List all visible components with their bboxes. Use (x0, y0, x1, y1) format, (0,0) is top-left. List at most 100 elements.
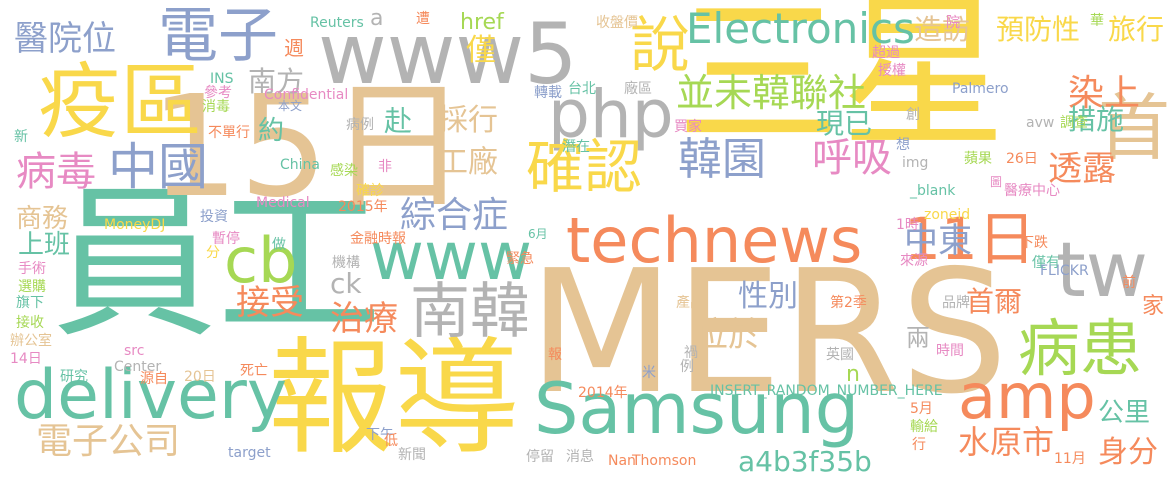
cloud-word: 報導 (268, 325, 520, 472)
cloud-word: 中東 (904, 221, 972, 261)
cloud-word: technews (566, 204, 863, 277)
cloud-word: www5 (318, 5, 578, 103)
cloud-word: INSERT_RANDOM_NUMBER_HERE (710, 383, 943, 399)
cloud-word: 三星 (676, 0, 1006, 170)
cloud-word: Samsung (534, 368, 860, 450)
cloud-word: 例 (680, 359, 694, 375)
cloud-word: 輸給 (910, 419, 938, 435)
cloud-word: 收盤價 (596, 15, 638, 31)
cloud-word: 旗下 (16, 295, 44, 311)
cloud-word: 投資 (200, 209, 228, 225)
cloud-word: 水原市 (958, 423, 1055, 461)
cloud-word: Confidential (264, 87, 349, 103)
cloud-word: 5月 (910, 401, 933, 417)
cloud-word: 綜合症 (400, 195, 509, 236)
cloud-word: 台北 (568, 81, 596, 97)
cloud-word: 死亡 (240, 363, 268, 379)
cloud-word: amp (958, 360, 1096, 433)
cloud-word: 公里 (1098, 398, 1151, 428)
cloud-word: 首 (1098, 86, 1171, 170)
cloud-word: 並未韓聯社 (676, 71, 867, 115)
cloud-word: 醫院位 (14, 19, 116, 59)
cloud-word: 下午 (366, 427, 394, 443)
cloud-word: FLICKR (1040, 263, 1089, 279)
cloud-word: 做 (272, 237, 286, 253)
cloud-word: 授權 (878, 63, 906, 79)
cloud-word: 韓園 (678, 134, 766, 185)
cloud-word: 約 (258, 116, 285, 146)
cloud-word: 手術 (18, 261, 46, 277)
cloud-word: 呼吸 (812, 135, 892, 181)
cloud-word: 說 (630, 11, 690, 81)
cloud-word: 蘋果 (964, 151, 992, 167)
cloud-word: 1時 (896, 217, 919, 233)
cloud-word: 11月 (1054, 451, 1086, 467)
cloud-word: 感染 (330, 163, 358, 179)
cloud-word: 來源 (900, 253, 928, 269)
cloud-word: Palmero (952, 81, 1009, 97)
cloud-word: 米 (642, 365, 656, 381)
cloud-word: 家 (1142, 294, 1165, 319)
cloud-word: 中國 (108, 138, 208, 196)
cloud-word: 超過 (872, 45, 900, 61)
cloud-word: 接受 (236, 283, 304, 323)
cloud-word: 旅行 (1108, 13, 1165, 46)
cloud-word: 新 (14, 129, 28, 145)
cloud-word: zoneid (924, 207, 971, 223)
cloud-word: 遭 (416, 11, 430, 27)
cloud-word: 採行 (438, 103, 498, 138)
cloud-word: 性別 (738, 279, 798, 314)
cloud-word: 2014年 (578, 385, 628, 401)
cloud-word: 創 (906, 107, 920, 123)
cloud-word: 不單行 (208, 125, 250, 141)
cloud-word: 疫區 (38, 55, 203, 150)
cloud-word: 電子 (158, 1, 278, 71)
cloud-word: 僅 (466, 33, 496, 68)
cloud-word: 禍 (684, 345, 698, 361)
cloud-word: 時間 (936, 343, 964, 359)
cloud-word: 兩 (906, 324, 930, 352)
cloud-word: 現已 (816, 107, 873, 140)
cloud-word: 確診 (356, 183, 384, 199)
cloud-word: Thomson (632, 453, 697, 469)
cloud-word: China (280, 157, 320, 173)
cloud-word: 院 (946, 15, 960, 31)
cloud-word: a4b3f35b (738, 445, 872, 478)
cloud-word: MoneyDJ (104, 217, 166, 233)
cloud-word: 圖 (990, 175, 1003, 189)
cloud-word: 位於 (694, 315, 762, 355)
cloud-word: 金融時報 (350, 231, 406, 247)
cloud-word: 病毒 (16, 149, 96, 195)
cloud-word: 第2季 (830, 295, 867, 311)
cloud-word: 病例 (346, 117, 374, 133)
cloud-word: 買家 (674, 119, 702, 135)
cloud-word: 確認 (526, 133, 643, 201)
cloud-word: INS (210, 71, 234, 87)
cloud-word: 暫停 (212, 231, 240, 247)
cloud-word: 14日 (10, 351, 42, 367)
cloud-word: 本文 (278, 99, 303, 113)
cloud-word: 病患 (1018, 312, 1143, 385)
cloud-word: 措施 (1068, 103, 1125, 136)
cloud-word: 調查 (1060, 115, 1088, 131)
cloud-word: 南方 (248, 65, 305, 98)
cloud-word: 首爾 (966, 285, 1023, 318)
cloud-word: 研究 (60, 369, 88, 385)
cloud-word: 報 (548, 347, 562, 363)
cloud-word: Electronics (686, 4, 915, 53)
cloud-word: 品牌 (942, 295, 970, 311)
cloud-word: Medical (256, 195, 310, 211)
cloud-word: _blank (910, 183, 956, 199)
cloud-word: 轉載 (534, 85, 562, 101)
cloud-word: 僅有 (1032, 255, 1060, 271)
cloud-word: 低 (384, 433, 398, 449)
cloud-word: ck (330, 267, 362, 300)
cloud-word: 6月 (528, 227, 548, 241)
cloud-word: 參考 (204, 85, 232, 101)
cloud-word: avw (1026, 115, 1055, 131)
cloud-word: src (124, 343, 145, 359)
cloud-word: 英國 (826, 347, 854, 363)
cloud-word: 造訪 (914, 13, 971, 46)
cloud-word: 商務 (16, 204, 69, 234)
